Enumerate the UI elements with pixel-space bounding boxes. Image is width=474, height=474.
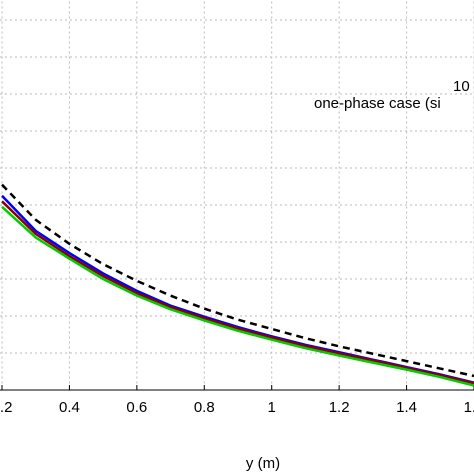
x-tick-label: 1: [268, 399, 276, 416]
x-tick-label: 0.6: [126, 399, 147, 416]
x-tick-label: 1.4: [396, 399, 417, 416]
x-tick-label: 0.4: [59, 399, 80, 416]
x-tick-label: 1.6: [464, 399, 474, 416]
line-series: [1, 200, 474, 385]
x-tick-label: 0.2: [0, 399, 12, 416]
line-series: [1, 194, 474, 384]
x-tick-label: 1.2: [329, 399, 350, 416]
x-tick-label: 0.8: [194, 399, 215, 416]
grid: 0.20.40.60.811.21.41.612345678910: [0, 1, 474, 416]
x-axis-label: y (m): [246, 455, 280, 472]
plot: 0.20.40.60.811.21.41.612345678910: [0, 1, 474, 416]
line-series: [1, 205, 474, 387]
line-series: [1, 183, 474, 378]
legend-text: 10: [453, 78, 470, 95]
legend-text: one-phase case (si: [314, 95, 441, 112]
